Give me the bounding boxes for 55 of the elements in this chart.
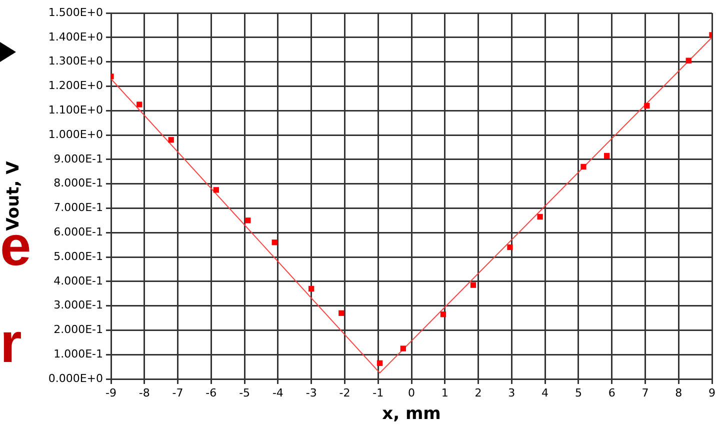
y-tick-label: 3.000E-1 xyxy=(54,298,103,312)
y-tick-label: 1.300E+0 xyxy=(48,54,103,68)
x-tick-label: -4 xyxy=(272,386,284,400)
point xyxy=(272,240,278,246)
x-tick-label: 9 xyxy=(708,386,716,400)
point xyxy=(308,286,314,292)
x-tick-label: -3 xyxy=(306,386,317,400)
x-tick-label: 6 xyxy=(608,386,616,400)
point xyxy=(245,218,251,224)
y-tick-label: 5.000E-1 xyxy=(54,250,103,263)
y-tick-label: 2.000E-1 xyxy=(54,323,103,336)
y-tick-label: 4.000E-1 xyxy=(54,274,103,288)
point xyxy=(686,58,692,64)
x-tick-label: 3 xyxy=(508,386,516,400)
x-tick-label: 5 xyxy=(574,386,582,400)
y-tick-label: 1.500E+0 xyxy=(48,6,103,19)
x-tick-label: -9 xyxy=(106,386,116,400)
x-tick-label: 8 xyxy=(675,386,682,400)
x-tick-label: 4 xyxy=(542,386,549,400)
y-tick-label: 1.000E+0 xyxy=(48,128,103,141)
x-tick-label: 1 xyxy=(441,386,448,400)
point xyxy=(644,102,650,109)
text: r xyxy=(0,311,22,374)
point xyxy=(470,282,476,288)
y-tick-label: 1.100E+0 xyxy=(48,103,103,116)
y-tick-label: 0.000E+0 xyxy=(48,372,103,385)
x-tick-label: -5 xyxy=(239,386,250,400)
x-axis-title: x, mm xyxy=(382,404,441,424)
x-tick-label: 0 xyxy=(408,386,415,400)
point xyxy=(537,214,543,220)
y-tick-label: 7.000E-1 xyxy=(54,201,103,214)
x-tick-label: 2 xyxy=(474,386,482,400)
y-tick-label: 9.000E-1 xyxy=(54,152,103,166)
y-tick-label: 1.000E-1 xyxy=(54,347,103,360)
point xyxy=(376,360,383,366)
y-tick-label: 1.200E+0 xyxy=(48,79,103,92)
point xyxy=(136,102,142,108)
point xyxy=(338,310,344,316)
point xyxy=(604,152,610,159)
y-tick-label: 8.000E-1 xyxy=(54,176,103,190)
point xyxy=(440,312,446,318)
x-tick-label: -6 xyxy=(206,386,217,400)
point xyxy=(580,164,586,170)
point xyxy=(400,346,406,352)
point xyxy=(168,137,174,143)
x-tick-label: -2 xyxy=(339,386,350,400)
point xyxy=(213,187,220,193)
x-tick-label: 7 xyxy=(642,386,649,400)
y-tick-label: 1.400E+0 xyxy=(48,30,103,44)
point xyxy=(507,244,513,250)
x-tick-label: -7 xyxy=(172,386,184,400)
x-tick-label: -1 xyxy=(372,386,384,400)
x-tick-label: -8 xyxy=(138,386,150,400)
y-axis-title: Vout, V xyxy=(4,160,24,231)
y-tick-label: 6.000E-1 xyxy=(54,225,103,238)
